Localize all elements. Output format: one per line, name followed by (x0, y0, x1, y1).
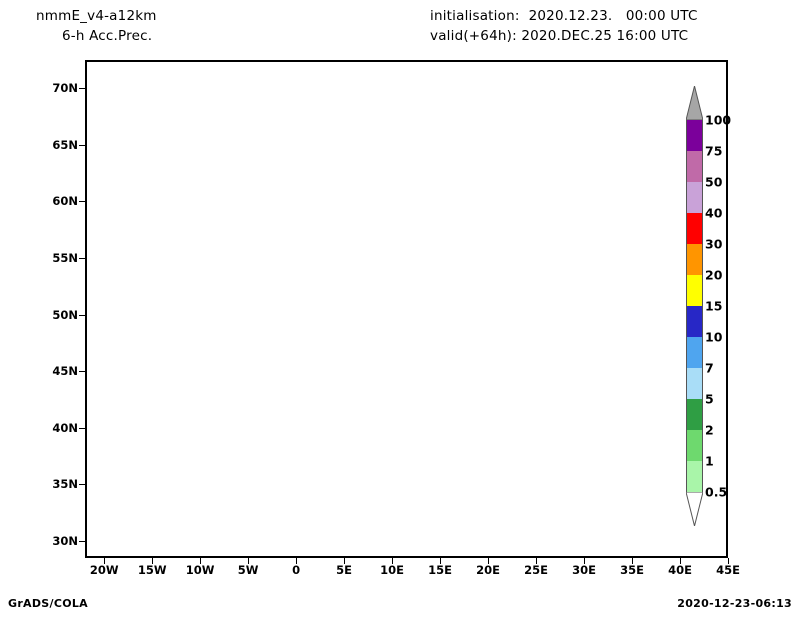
colorbar-band-7-10[interactable] (686, 337, 703, 368)
y-tickmark (79, 541, 85, 543)
x-tick-5W: 5W (237, 563, 259, 577)
x-tickmark (104, 558, 106, 564)
colorbar-over-cap (686, 86, 703, 120)
x-tick-15W: 15W (137, 563, 167, 577)
x-tickmark (728, 558, 729, 564)
x-tick-25E: 25E (524, 563, 548, 577)
y-tick-35N: 35N (52, 477, 78, 492)
precipitation-colorbar[interactable]: 0.5 1 2 5 7 10 15 20 30 40 50 75 100 (686, 86, 731, 526)
colorbar-tick-15: 15 (705, 298, 723, 314)
y-tickmark (79, 258, 85, 260)
x-tickmark (680, 558, 681, 564)
valid-time-label: valid(+64h): 2020.DEC.25 16:00 UTC (430, 28, 689, 44)
y-tickmark (79, 88, 85, 90)
colorbar-band-30-40[interactable] (686, 213, 703, 244)
colorbar-tick-7: 7 (705, 360, 714, 376)
x-tick-35E: 35E (620, 563, 644, 577)
map-frame-border (85, 60, 728, 558)
colorbar-tick-75: 75 (705, 143, 723, 159)
y-tickmark (79, 371, 85, 373)
colorbar-under-cap-outline (686, 492, 703, 526)
colorbar-tick-2: 2 (705, 422, 714, 438)
x-tick-45E: 45E (716, 563, 740, 577)
field-name-label: 6-h Acc.Prec. (62, 28, 153, 44)
x-tickmark (392, 558, 394, 564)
x-tick-10W: 10W (185, 563, 215, 577)
colorbar-band-2-5[interactable] (686, 399, 703, 430)
x-tick-10E: 10E (380, 563, 405, 577)
y-tickmark (79, 427, 85, 429)
y-tick-55N: 55N (52, 251, 78, 266)
map-plot-area: 1 (85, 60, 728, 558)
colorbar-tick-10: 10 (705, 329, 723, 345)
colorbar-band-10-15[interactable] (686, 306, 703, 337)
colorbar-tick-5: 5 (705, 391, 714, 407)
x-tick-20W: 20W (89, 563, 119, 577)
y-tickmark (79, 314, 85, 316)
y-tick-60N: 60N (52, 194, 78, 209)
colorbar-tick-50: 50 (705, 174, 723, 190)
x-tickmark (632, 558, 634, 564)
y-tickmark (79, 144, 85, 146)
x-tickmark (200, 558, 202, 564)
y-tick-70N: 70N (52, 81, 78, 96)
colorbar-band-50-75[interactable] (686, 151, 703, 182)
x-tick-0: 0 (292, 563, 301, 577)
x-tick-15E: 15E (428, 563, 453, 577)
colorbar-band-40-50[interactable] (686, 182, 703, 213)
x-tickmark (344, 558, 346, 564)
x-tick-40E: 40E (668, 563, 692, 577)
colorbar-tick-0.5: 0.5 (705, 484, 728, 500)
colorbar-tick-20: 20 (705, 267, 723, 283)
y-tickmark (79, 201, 85, 203)
x-tickmark (296, 558, 298, 564)
y-tick-30N: 30N (52, 534, 78, 549)
x-tickmark (248, 558, 250, 564)
colorbar-band-0.5-1[interactable] (686, 461, 703, 492)
colorbar-band-1-2[interactable] (686, 430, 703, 461)
y-tick-45N: 45N (52, 364, 78, 379)
colorbar-tick-40: 40 (705, 205, 723, 221)
x-tick-20E: 20E (476, 563, 500, 577)
x-tickmark (536, 558, 538, 564)
footer-timestamp: 2020-12-23-06:13 (677, 597, 792, 610)
x-tick-30E: 30E (572, 563, 596, 577)
colorbar-band-20-30[interactable] (686, 244, 703, 275)
y-tick-65N: 65N (52, 137, 78, 152)
colorbar-band-75-100[interactable] (686, 120, 703, 151)
colorbar-tick-1: 1 (705, 453, 714, 469)
x-tick-5E: 5E (336, 563, 353, 577)
x-tickmark (440, 558, 442, 564)
x-tickmark (488, 558, 490, 564)
x-tickmark (152, 558, 154, 564)
y-tick-50N: 50N (52, 307, 78, 322)
colorbar-tick-100: 100 (705, 112, 732, 128)
model-name-label: nmmE_v4-a12km (36, 8, 157, 24)
colorbar-band-15-20[interactable] (686, 275, 703, 306)
colorbar-band-5-7[interactable] (686, 368, 703, 399)
y-tickmark (79, 484, 85, 486)
y-tick-40N: 40N (52, 420, 78, 435)
colorbar-tick-30: 30 (705, 236, 723, 252)
initialisation-time-label: initialisation: 2020.12.23. 00:00 UTC (430, 8, 698, 24)
footer-credit: GrADS/COLA (8, 597, 88, 610)
x-tickmark (584, 558, 586, 564)
